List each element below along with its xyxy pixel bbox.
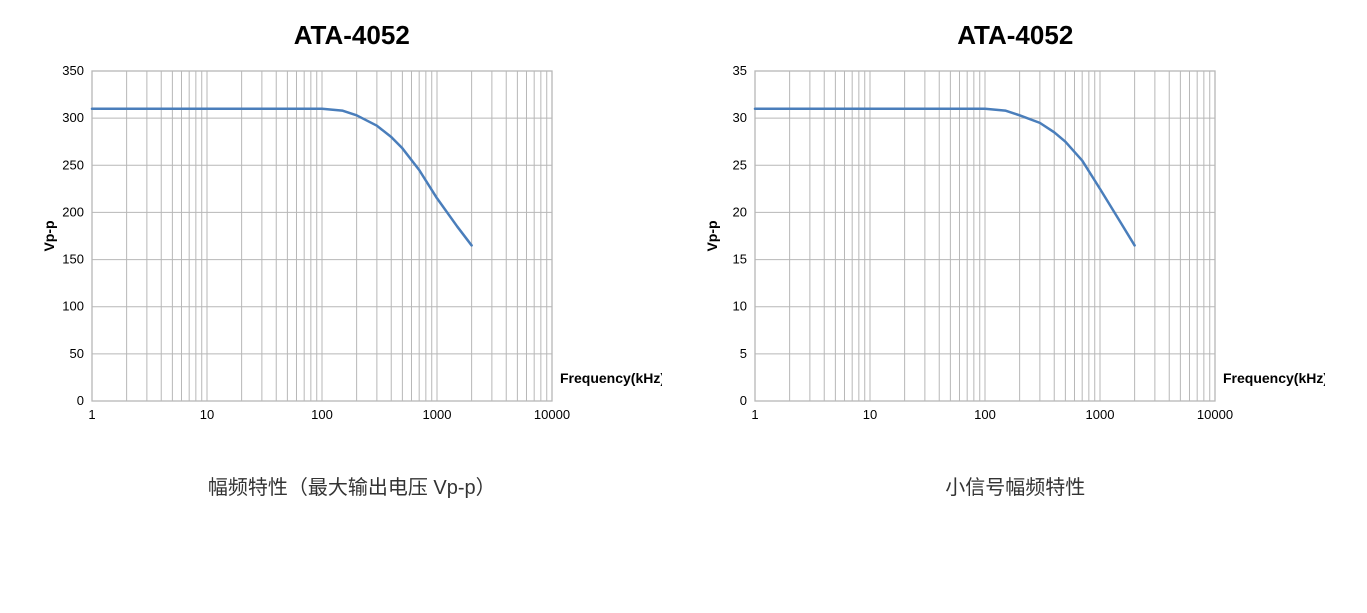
right-chart-title: ATA-4052: [957, 20, 1073, 51]
svg-text:10000: 10000: [1197, 407, 1233, 422]
right-chart-svg: 0 5 10 15 20 25 30 35 1 10 100 1000 10000 Vp-p Frequen…: [705, 61, 1325, 441]
svg-text:15: 15: [733, 252, 747, 267]
left-chart-svg: 0 50 100 150 200 250 300 350 1 10 100 1000 10000 Vp-p…: [42, 61, 662, 441]
svg-text:Vp-p: Vp-p: [705, 220, 720, 251]
left-caption: 幅频特性（最大输出电压 Vp-p）: [208, 471, 496, 500]
svg-text:300: 300: [62, 110, 84, 125]
svg-text:5: 5: [740, 346, 747, 361]
svg-text:Frequency(kHz): Frequency(kHz): [560, 370, 662, 386]
svg-text:250: 250: [62, 157, 84, 172]
svg-text:20: 20: [733, 204, 747, 219]
svg-text:1000: 1000: [422, 407, 451, 422]
svg-text:100: 100: [311, 407, 333, 422]
svg-text:50: 50: [69, 346, 83, 361]
svg-text:Frequency(kHz): Frequency(kHz): [1223, 370, 1325, 386]
svg-text:10: 10: [863, 407, 877, 422]
charts-row: ATA-4052 0501001502002503003501101001000…: [20, 20, 1347, 500]
svg-text:100: 100: [62, 299, 84, 314]
svg-text:10: 10: [733, 299, 747, 314]
svg-text:1: 1: [752, 407, 759, 422]
left-chart: 0 50 100 150 200 250 300 350 1 10 100 1000 10000 Vp-p…: [42, 61, 662, 441]
svg-text:10: 10: [200, 407, 214, 422]
svg-text:200: 200: [62, 204, 84, 219]
right-caption: 小信号幅频特性: [945, 471, 1085, 500]
svg-text:0: 0: [77, 393, 84, 408]
left-chart-title: ATA-4052: [294, 20, 410, 51]
svg-text:25: 25: [733, 157, 747, 172]
right-panel: ATA-4052 0 5 10 15 20 25 30 35 1 10 100 1000 10000 Vp…: [705, 20, 1325, 500]
svg-text:0: 0: [740, 393, 747, 408]
svg-text:10000: 10000: [534, 407, 570, 422]
right-chart: 0 5 10 15 20 25 30 35 1 10 100 1000 10000 Vp-p Frequen…: [705, 61, 1325, 441]
svg-text:35: 35: [733, 63, 747, 78]
left-panel: ATA-4052 0 50 100 150 200 250 300 350 1 10 100 1000…: [42, 20, 662, 500]
svg-text:100: 100: [974, 407, 996, 422]
svg-text:30: 30: [733, 110, 747, 125]
svg-text:Vp-p: Vp-p: [42, 220, 57, 251]
svg-text:1: 1: [88, 407, 95, 422]
svg-text:150: 150: [62, 252, 84, 267]
svg-text:1000: 1000: [1086, 407, 1115, 422]
svg-text:350: 350: [62, 63, 84, 78]
